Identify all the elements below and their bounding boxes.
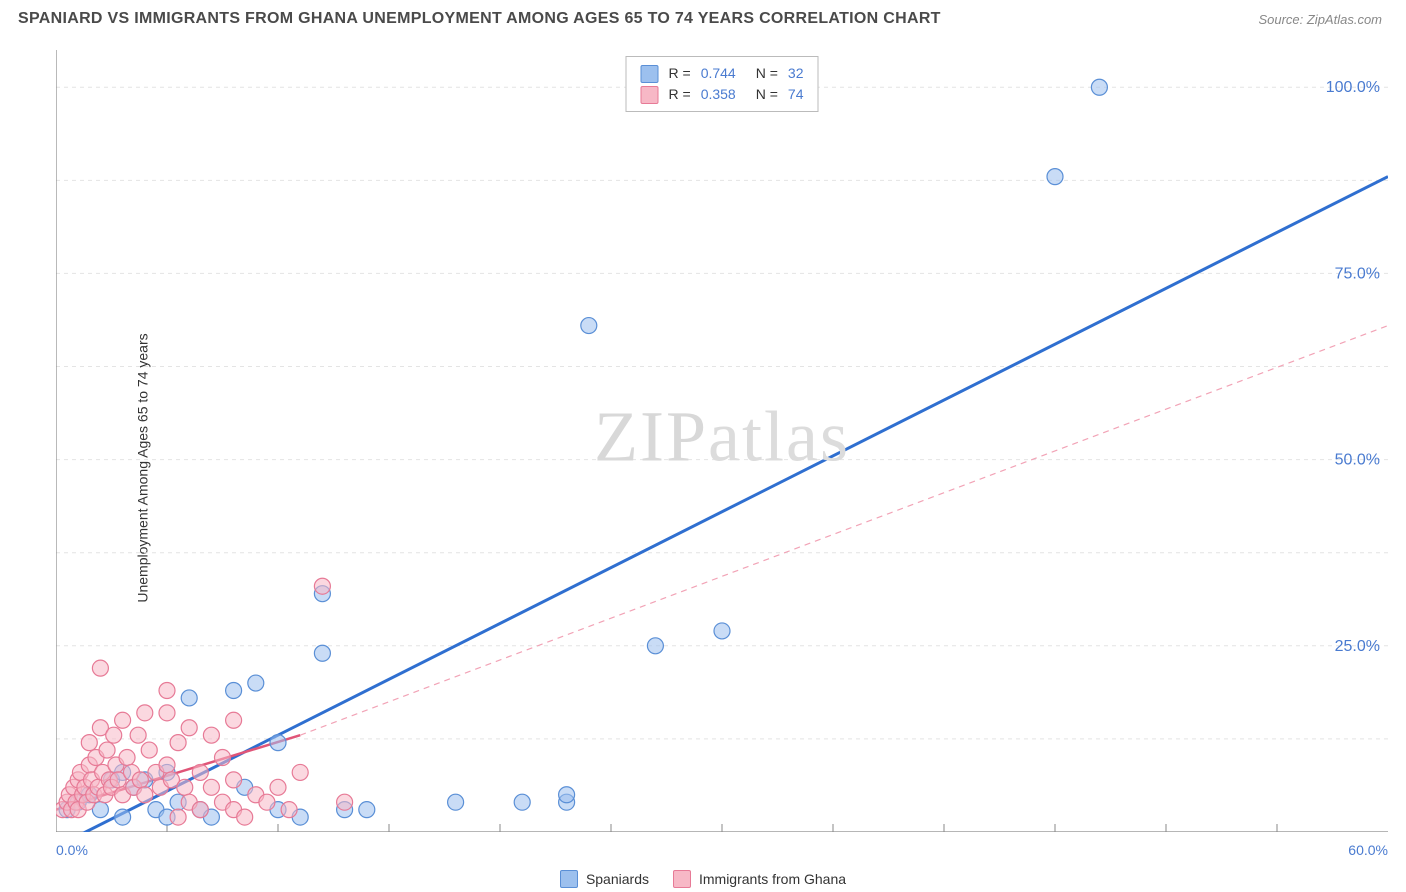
data-point — [115, 712, 131, 728]
data-point — [270, 779, 286, 795]
data-point — [99, 742, 115, 758]
scatter-plot: 25.0%50.0%75.0%100.0% ZIPatlas R = 0.744… — [56, 50, 1388, 832]
data-point — [159, 682, 175, 698]
legend-swatch — [560, 870, 578, 888]
data-point — [559, 787, 575, 803]
y-tick-label: 50.0% — [1335, 452, 1380, 469]
data-point — [92, 660, 108, 676]
source-label: Source: ZipAtlas.com — [1258, 12, 1382, 27]
n-label: N = — [756, 63, 778, 84]
legend-label: Immigrants from Ghana — [699, 871, 846, 887]
data-point — [314, 578, 330, 594]
legend-swatch — [641, 65, 659, 83]
trend-line — [56, 177, 1388, 832]
data-point — [203, 727, 219, 743]
data-point — [170, 735, 186, 751]
y-tick-label: 100.0% — [1326, 79, 1380, 96]
data-point — [119, 750, 135, 766]
legend-label: Spaniards — [586, 871, 649, 887]
r-value: 0.358 — [701, 84, 736, 105]
n-label: N = — [756, 84, 778, 105]
data-point — [159, 757, 175, 773]
legend-stat-row: R = 0.744 N = 32 — [641, 63, 804, 84]
y-tick-label: 25.0% — [1335, 638, 1380, 655]
data-point — [514, 794, 530, 810]
legend-swatch — [641, 86, 659, 104]
data-point — [137, 787, 153, 803]
data-point — [132, 772, 148, 788]
data-point — [159, 705, 175, 721]
n-value: 32 — [788, 63, 804, 84]
data-point — [237, 809, 253, 825]
y-tick-label: 75.0% — [1335, 265, 1380, 282]
legend-item: Spaniards — [560, 870, 649, 888]
data-point — [314, 645, 330, 661]
x-tick-label: 60.0% — [1348, 842, 1388, 858]
data-point — [81, 735, 97, 751]
data-point — [448, 794, 464, 810]
legend-swatch — [673, 870, 691, 888]
data-point — [270, 735, 286, 751]
chart-title: SPANIARD VS IMMIGRANTS FROM GHANA UNEMPL… — [18, 10, 941, 28]
data-point — [170, 809, 186, 825]
data-point — [115, 809, 131, 825]
legend-stat-row: R = 0.358 N = 74 — [641, 84, 804, 105]
data-point — [337, 794, 353, 810]
data-point — [181, 720, 197, 736]
x-tick-label: 0.0% — [56, 842, 88, 858]
data-point — [281, 802, 297, 818]
data-point — [1091, 79, 1107, 95]
data-point — [106, 727, 122, 743]
data-point — [137, 705, 153, 721]
data-point — [130, 727, 146, 743]
data-point — [1047, 169, 1063, 185]
data-point — [714, 623, 730, 639]
data-point — [359, 802, 375, 818]
correlation-legend: R = 0.744 N = 32 R = 0.358 N = 74 — [626, 56, 819, 112]
data-point — [248, 675, 264, 691]
data-point — [226, 712, 242, 728]
data-point — [292, 764, 308, 780]
data-point — [226, 682, 242, 698]
data-point — [215, 750, 231, 766]
data-point — [141, 742, 157, 758]
data-point — [177, 779, 193, 795]
series-legend: Spaniards Immigrants from Ghana — [0, 870, 1406, 888]
data-point — [647, 638, 663, 654]
legend-item: Immigrants from Ghana — [673, 870, 846, 888]
data-point — [581, 318, 597, 334]
r-value: 0.744 — [701, 63, 736, 84]
data-point — [192, 764, 208, 780]
trend-line-extrapolated — [300, 326, 1388, 736]
data-point — [181, 690, 197, 706]
r-label: R = — [669, 84, 691, 105]
n-value: 74 — [788, 84, 804, 105]
data-point — [203, 779, 219, 795]
data-point — [259, 794, 275, 810]
data-point — [226, 772, 242, 788]
r-label: R = — [669, 63, 691, 84]
data-point — [192, 802, 208, 818]
